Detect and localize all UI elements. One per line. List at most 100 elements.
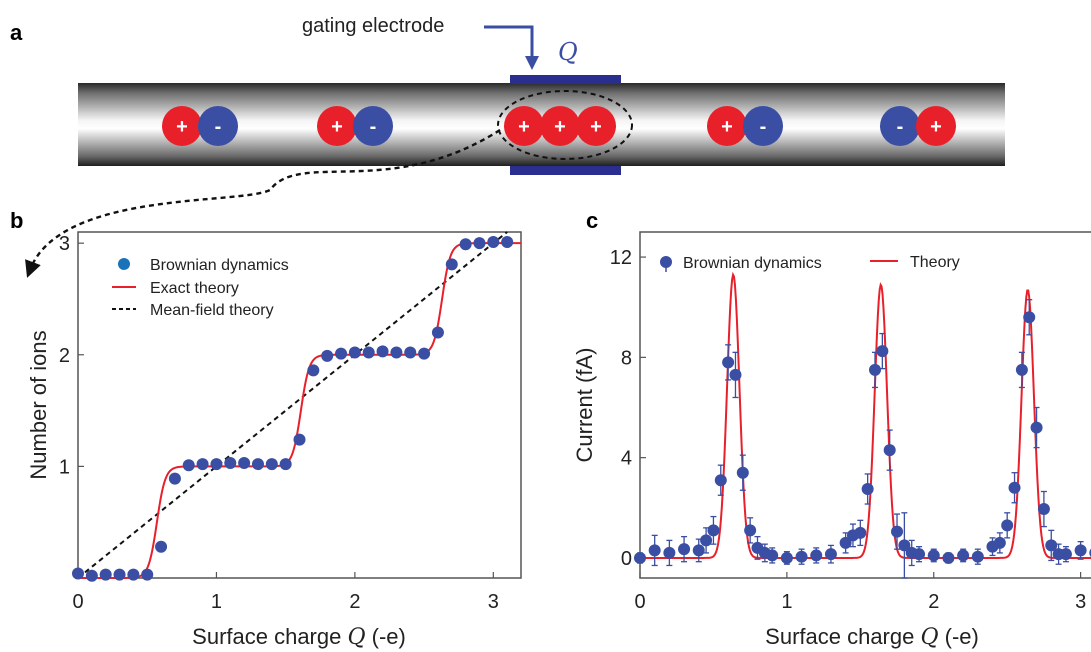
bd-point xyxy=(168,472,181,485)
bd-point xyxy=(1001,519,1014,532)
plot-c-ylabel: Current (fA) xyxy=(572,348,597,463)
cation-circle xyxy=(916,106,956,146)
panel-letter-c: c xyxy=(586,208,598,233)
bd-point xyxy=(307,364,320,377)
bd-point xyxy=(335,347,348,360)
panel-letter-a: a xyxy=(10,20,23,45)
legend-c-label-bd: Brownian dynamics xyxy=(683,255,822,272)
x-tick-label: 0 xyxy=(634,591,645,613)
x-tick-label: 1 xyxy=(211,591,222,613)
bd-point xyxy=(501,236,514,249)
bd-point xyxy=(883,444,896,457)
plus-sign-label: + xyxy=(176,116,188,138)
bd-point xyxy=(869,363,881,376)
minus-sign-label: - xyxy=(370,116,377,138)
x-tick-label: 2 xyxy=(349,591,360,613)
bd-point xyxy=(113,568,126,581)
bd-point xyxy=(795,550,808,563)
bd-point xyxy=(927,549,940,562)
bd-point xyxy=(72,567,84,580)
bd-point xyxy=(1023,311,1036,324)
bd-point xyxy=(321,349,334,362)
plus-sign-label: + xyxy=(721,116,733,138)
mean-field-line xyxy=(77,231,508,579)
bd-point xyxy=(141,568,154,581)
plot-c-marks xyxy=(634,271,1091,579)
cation-circle xyxy=(707,106,747,146)
legend-b-marker-bd xyxy=(118,258,130,270)
y-tick-label: 8 xyxy=(621,347,632,369)
x-tick-label: 2 xyxy=(928,591,939,613)
plus-sign-label: + xyxy=(518,116,530,138)
bd-point xyxy=(722,356,735,369)
bd-point xyxy=(700,534,713,547)
plus-sign-label: + xyxy=(930,116,942,138)
bd-point xyxy=(196,458,209,471)
electrode-arrowhead xyxy=(525,56,539,70)
bd-point xyxy=(238,457,251,470)
anion-circle xyxy=(353,106,393,146)
x-tick-label: 0 xyxy=(72,591,83,613)
y-tick-label: 2 xyxy=(59,345,70,367)
plus-sign-label: + xyxy=(331,116,343,138)
bd-point xyxy=(1015,363,1028,376)
bd-point xyxy=(251,458,264,471)
plot-b-legend: Brownian dynamics Exact theory Mean-fiel… xyxy=(112,257,289,319)
minus-sign-label: - xyxy=(215,116,222,138)
bd-point xyxy=(1008,481,1021,494)
plot-c-xlabel-unit: (-e) xyxy=(939,624,979,649)
plot-b-xlabel-unit: (-e) xyxy=(366,624,406,649)
bd-point xyxy=(714,474,727,487)
bd-point xyxy=(445,258,458,271)
cation-circle xyxy=(162,106,202,146)
bd-point xyxy=(155,540,168,553)
bd-point xyxy=(431,326,444,339)
bd-point xyxy=(362,346,375,359)
bd-point xyxy=(418,347,431,360)
legend-b-label-bd: Brownian dynamics xyxy=(150,257,289,274)
plot-c-legend: Brownian dynamics Theory xyxy=(660,254,960,272)
bd-point xyxy=(279,458,292,471)
cation-circle xyxy=(504,106,544,146)
bd-point xyxy=(487,236,500,249)
plus-sign-label: + xyxy=(554,116,566,138)
bd-point xyxy=(678,543,691,556)
bd-point xyxy=(265,458,278,471)
bd-point xyxy=(1037,503,1050,516)
plot-b-frame xyxy=(77,231,522,579)
y-tick-label: 3 xyxy=(59,233,70,255)
bd-point xyxy=(957,549,970,562)
minus-sign-label: - xyxy=(760,116,767,138)
cation-circle xyxy=(540,106,580,146)
plot-c-frame xyxy=(639,231,1091,579)
plot-b-xlabel: Surface charge Q (-e) xyxy=(192,624,406,650)
plot-b-marks xyxy=(72,231,521,582)
bd-point xyxy=(824,548,837,561)
plot-c-xlabel-text: Surface charge xyxy=(765,624,920,649)
plus-sign-label: + xyxy=(590,116,602,138)
anion-circle xyxy=(743,106,783,146)
bd-point xyxy=(839,536,852,549)
legend-c-label-theory: Theory xyxy=(910,254,960,271)
bd-point xyxy=(861,482,874,495)
bd-point xyxy=(744,524,757,537)
plot-b-xlabel-symbol: Q xyxy=(347,625,365,650)
bd-point xyxy=(891,525,904,538)
bd-point xyxy=(854,526,867,539)
bd-point xyxy=(210,458,223,471)
electrode-arrow xyxy=(484,25,534,60)
panel-b: b 0 1 2 3 1 2 3 Brownian dynamics Exact theory… xyxy=(10,208,522,650)
exact-theory-line xyxy=(78,242,521,579)
bd-point xyxy=(1030,421,1043,434)
bd-point xyxy=(780,551,793,564)
bd-point xyxy=(898,539,911,552)
bd-point xyxy=(473,237,486,250)
bd-point xyxy=(390,346,403,359)
plot-c-xlabel-symbol: Q xyxy=(920,625,938,650)
bd-point xyxy=(1045,539,1058,552)
bd-point xyxy=(766,549,779,562)
cation-circle xyxy=(576,106,616,146)
